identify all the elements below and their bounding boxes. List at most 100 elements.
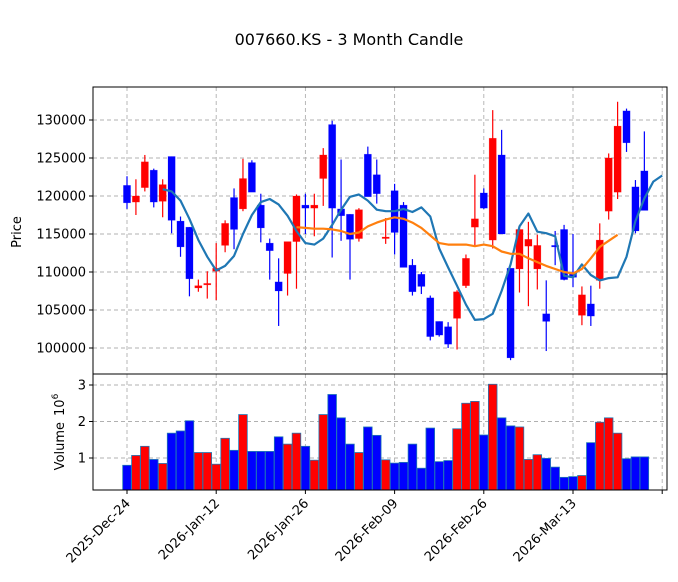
volume-bar [523, 459, 534, 491]
volume-bar [488, 383, 498, 491]
x-tick-label: 2026-Jan-12 [156, 496, 223, 563]
volume-bar [639, 456, 650, 491]
volume-bar [220, 437, 230, 491]
volume-tick-label: 1 [78, 452, 86, 467]
volume-bar [541, 457, 551, 491]
candle [586, 285, 595, 326]
volume-bar [532, 454, 543, 491]
candle [132, 179, 140, 215]
volume-bar [372, 434, 382, 491]
candle [247, 160, 256, 193]
candle [622, 108, 631, 152]
volume-bar [479, 434, 489, 491]
volume-bar [265, 451, 275, 491]
volume-bar [568, 476, 578, 491]
x-tick-label: 2026-Mar-13 [511, 496, 580, 565]
candle [283, 241, 292, 296]
candle [158, 179, 167, 218]
candle [479, 188, 488, 209]
candle [444, 322, 453, 348]
candle [167, 156, 176, 234]
candle [176, 216, 185, 257]
volume-exponent-base: 10 [53, 399, 68, 416]
candle [381, 218, 390, 244]
candle [239, 158, 247, 212]
candle [524, 221, 533, 307]
candle [265, 238, 274, 280]
candle [408, 259, 417, 296]
volume-exponent: 6 [51, 393, 61, 399]
volume-bars [122, 383, 650, 491]
volume-bar [131, 455, 141, 491]
svg-text:Volume106: Volume 106 [51, 393, 68, 470]
candle [542, 280, 551, 352]
candle [337, 159, 345, 241]
volume-bar [443, 460, 453, 491]
candle [462, 254, 470, 288]
volume-bar [211, 463, 221, 491]
volume-bar [166, 432, 177, 491]
volume-bar [140, 445, 150, 491]
volume-bar [577, 475, 587, 491]
candle [194, 279, 203, 292]
candle [123, 176, 131, 209]
chart-title: 007660.KS - 3 Month Candle [235, 30, 464, 49]
volume-bar [595, 421, 605, 491]
price-tick-label: 105000 [36, 304, 86, 319]
volume-bar [256, 451, 266, 491]
volume-bar [336, 417, 346, 491]
candle [470, 174, 479, 247]
volume-bar [603, 417, 614, 491]
volume-bar [273, 436, 284, 491]
candle [328, 120, 337, 258]
volume-bar [514, 426, 525, 491]
volume-bar [238, 414, 248, 491]
volume-bar [157, 463, 168, 491]
price-grid [93, 87, 667, 374]
volume-bar [354, 452, 364, 491]
candle [604, 153, 613, 220]
volume-bar [193, 452, 204, 491]
candle [399, 202, 408, 268]
x-tick-label: 2025-Dec-24 [64, 496, 134, 566]
price-tick-label: 130000 [36, 114, 86, 129]
moving-averages [162, 174, 663, 321]
candle [372, 159, 381, 204]
volume-bar [202, 452, 212, 491]
volume-label-text: Volume [53, 422, 68, 470]
volume-bar [621, 458, 632, 491]
volume-bar [345, 443, 355, 491]
volume-bar [407, 443, 418, 491]
volume-bar [630, 456, 641, 491]
volume-bar [149, 459, 159, 491]
price-y-axis: 100000 105000 110000 115000 120000 125000 1300… [36, 114, 93, 357]
candle [319, 148, 328, 206]
volume-bar [559, 476, 569, 491]
price-tick-label: 120000 [36, 190, 86, 205]
volume-bar [434, 461, 444, 491]
candle [435, 321, 444, 337]
volume-tick-label: 3 [78, 379, 86, 394]
candle [390, 183, 399, 255]
x-tick-label: 2026-Feb-09 [333, 496, 402, 565]
volume-bar [452, 428, 462, 491]
candle [426, 295, 435, 341]
price-tick-label: 110000 [36, 266, 86, 281]
candle [203, 271, 212, 299]
candle [355, 208, 363, 242]
candle [274, 258, 283, 326]
x-tick-label: 2026-Jan-26 [245, 496, 312, 563]
volume-axes-frame [92, 373, 668, 491]
volume-bar [291, 432, 302, 491]
moving-average-line [296, 216, 619, 275]
price-tick-label: 100000 [36, 342, 86, 357]
volume-bar [282, 443, 293, 491]
volume-bar [318, 414, 328, 491]
volume-bar [550, 466, 560, 491]
volume-bar [229, 449, 239, 491]
volume-bar [505, 425, 516, 491]
volume-bar [247, 451, 257, 491]
volume-bar [122, 464, 132, 491]
candle [221, 220, 230, 253]
price-axis-label: Price [10, 216, 25, 248]
